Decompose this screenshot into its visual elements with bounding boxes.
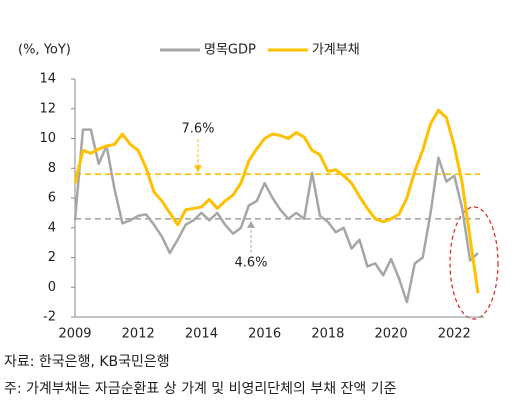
y-tick-label: -2 [43, 310, 56, 325]
x-tick-label: 2018 [311, 327, 344, 342]
y-tick-label: 14 [39, 72, 56, 87]
x-tick-label: 2020 [375, 327, 408, 342]
y-tick-label: 10 [39, 131, 56, 146]
y-tick-label: 8 [48, 161, 56, 176]
series-line [73, 128, 479, 304]
y-axis-label: (%, YoY) [18, 43, 71, 58]
highlight-ellipse [449, 206, 499, 320]
y-tick-label: 4 [48, 220, 56, 235]
x-tick-label: 2012 [122, 327, 155, 342]
note: 주: 가계부채는 자금순환표 상 가계 및 비영리단체의 부채 잔액 기준 [4, 381, 397, 397]
series-line [73, 108, 480, 294]
legend-label: 가계부채 [312, 43, 360, 58]
y-tick-label: 2 [48, 250, 56, 265]
y-tick-label: 6 [48, 191, 56, 206]
x-tick-label: 2022 [438, 327, 471, 342]
arrow-head [247, 220, 255, 228]
arrow-head [194, 165, 202, 173]
annotation: 4.6% [234, 255, 267, 270]
y-tick-label: 0 [48, 280, 56, 295]
legend-label: 명목GDP [204, 43, 256, 58]
source: 자료: 한국은행, KB국민은행 [4, 354, 170, 370]
x-tick-label: 2016 [248, 327, 281, 342]
annotation: 7.6% [181, 122, 214, 137]
y-tick-label: 12 [39, 101, 56, 116]
x-tick-label: 2009 [58, 327, 91, 342]
x-tick-label: 2014 [185, 327, 218, 342]
